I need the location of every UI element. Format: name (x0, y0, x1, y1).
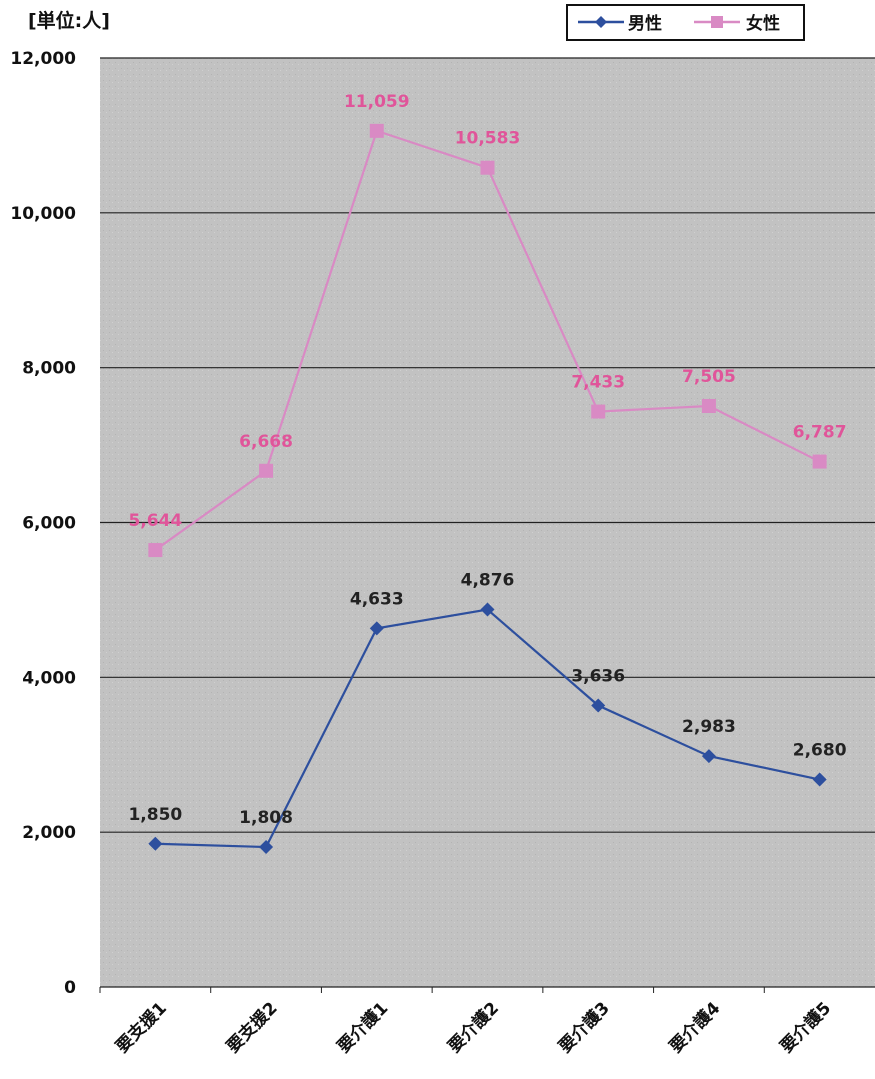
y-tick-label: 12,000 (10, 49, 76, 69)
data-label: 6,787 (793, 423, 847, 443)
data-label: 4,633 (350, 589, 404, 609)
grid-lines (100, 57, 875, 988)
series-female: 5,644 6,668 11,059 10,583 7,433 7,505 6,787 (128, 92, 847, 558)
data-point (701, 398, 716, 413)
data-label: 2,680 (793, 741, 847, 761)
x-category-label: 要介護4 (665, 998, 724, 1057)
y-axis-ticks: 0 2,000 4,000 6,000 8,000 10,000 12,000 (10, 49, 76, 998)
legend-diamond-male-icon (595, 16, 607, 28)
x-category-label: 要介護2 (444, 998, 503, 1057)
data-label: 7,433 (571, 373, 625, 393)
legend-label-female: 女性 (746, 13, 780, 34)
data-point (148, 543, 163, 558)
data-label: 7,505 (682, 367, 736, 387)
series-layer: 1,850 1,808 4,633 4,876 3,636 2,983 2,680 5,644… (128, 92, 847, 855)
y-tick-label: 0 (64, 978, 76, 998)
data-point (148, 836, 163, 851)
y-tick-label: 8,000 (22, 359, 76, 379)
data-point (259, 463, 274, 478)
y-tick-label: 10,000 (10, 204, 76, 224)
data-point (812, 454, 827, 469)
x-category-label: 要介護3 (554, 998, 613, 1057)
data-label: 1,808 (239, 808, 293, 828)
data-point (701, 749, 716, 764)
x-category-label: 要介護5 (776, 998, 835, 1057)
data-point (259, 840, 274, 855)
data-label: 3,636 (571, 667, 625, 687)
data-point (369, 621, 384, 636)
data-point (812, 772, 827, 787)
data-label: 5,644 (128, 511, 182, 531)
data-label: 11,059 (344, 92, 410, 112)
data-point (369, 123, 384, 138)
data-point (480, 160, 495, 175)
data-label: 4,876 (461, 571, 515, 591)
y-tick-label: 2,000 (22, 823, 76, 843)
legend-label-male: 男性 (628, 13, 662, 34)
data-label: 10,583 (455, 129, 521, 149)
series-male: 1,850 1,808 4,633 4,876 3,636 2,983 2,680 (128, 571, 847, 855)
y-tick-label: 6,000 (22, 514, 76, 534)
legend-square-female-icon (711, 16, 723, 28)
x-category-label: 要支援1 (112, 998, 171, 1057)
data-label: 6,668 (239, 432, 293, 452)
legend: 男性 女性 (566, 4, 805, 41)
data-point (480, 602, 495, 617)
x-category-label: 要介護1 (333, 998, 392, 1057)
data-point (591, 404, 606, 419)
x-axis-categories: 要支援1 要支援2 要介護1 要介護2 要介護3 要介護4 要介護5 (99, 987, 835, 1057)
unit-label: [単位:人] (28, 9, 110, 32)
y-tick-label: 4,000 (22, 668, 76, 688)
x-category-label: 要支援2 (222, 998, 281, 1057)
data-point (591, 698, 606, 713)
data-label: 2,983 (682, 717, 736, 737)
data-label: 1,850 (128, 805, 182, 825)
